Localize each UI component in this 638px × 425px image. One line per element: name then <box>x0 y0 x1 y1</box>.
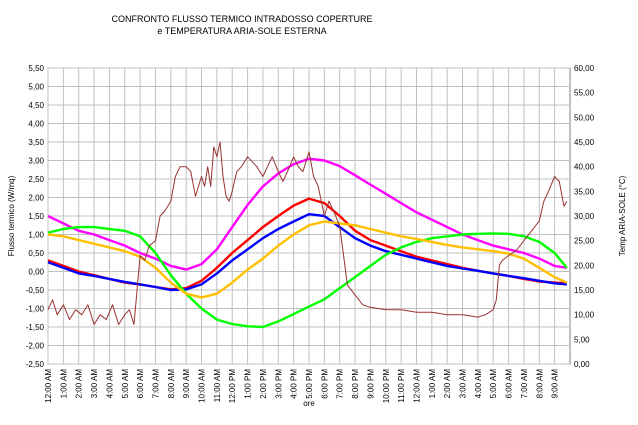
x-tick-label: 12:00 AM <box>44 369 53 403</box>
x-tick-label: 9:00 PM <box>366 369 375 399</box>
right-axis-label: Temp ARIA-SOLE (°C) <box>618 175 627 256</box>
x-tick-label: 3:00 AM <box>459 369 468 399</box>
series-layer <box>47 141 568 329</box>
left-tick-label: 0,50 <box>28 249 44 258</box>
x-tick-label: 2:00 AM <box>443 369 452 399</box>
x-tick-label: 1:00 PM <box>244 369 253 399</box>
left-tick-label: -1,50 <box>26 323 45 332</box>
x-tick-label: 4:00 AM <box>474 369 483 399</box>
x-tick-label: 9:00 AM <box>551 369 560 399</box>
series-line-3 <box>47 225 568 329</box>
left-axis-label: Flusso termico (W/mq) <box>7 175 16 256</box>
left-tick-label: -0,50 <box>26 286 45 295</box>
x-tick-label: 3:00 PM <box>274 369 283 399</box>
right-tick-label: 30,00 <box>574 212 595 221</box>
right-tick-label: 55,00 <box>574 89 595 98</box>
left-tick-label: 4,00 <box>28 120 44 129</box>
right-tick-label: 40,00 <box>574 163 595 172</box>
series-line-5 <box>47 141 568 325</box>
x-tick-label: 7:00 AM <box>151 369 160 399</box>
right-tick-label: 20,00 <box>574 261 595 270</box>
left-tick-label: 1,00 <box>28 231 44 240</box>
x-tick-label: 10:00 AM <box>198 369 207 403</box>
right-tick-label: 10,00 <box>574 311 595 320</box>
x-tick-label: 12:00 AM <box>412 369 421 403</box>
left-tick-label: 5,00 <box>28 83 44 92</box>
x-tick-label: 5:00 AM <box>489 369 498 399</box>
right-tick-label: 60,00 <box>574 64 595 73</box>
right-tick-label: 35,00 <box>574 187 595 196</box>
series-line-0 <box>47 157 568 271</box>
x-tick-label: 7:00 PM <box>336 369 345 399</box>
x-tick-label: 2:00 PM <box>259 369 268 399</box>
x-tick-label: 4:00 PM <box>290 369 299 399</box>
x-tick-label: 6:00 AM <box>136 369 145 399</box>
right-tick-label: 5,00 <box>574 335 590 344</box>
right-tick-label: 25,00 <box>574 237 595 246</box>
x-tick-label: 6:00 AM <box>505 369 514 399</box>
left-tick-label: 3,00 <box>28 157 44 166</box>
left-tick-label: 2,00 <box>28 194 44 203</box>
left-tick-label: 5,50 <box>28 64 44 73</box>
x-tick-label: 9:00 AM <box>182 369 191 399</box>
right-tick-label: 15,00 <box>574 286 595 295</box>
left-tick-label: 3,50 <box>28 138 44 147</box>
x-axis-label: ore <box>303 399 315 408</box>
x-tick-label: 5:00 AM <box>121 369 130 399</box>
left-tick-label: 4,50 <box>28 101 44 110</box>
chart-title-line-2: e TEMPERATURA ARIA-SOLE ESTERNA <box>157 26 326 36</box>
x-tick-label: 8:00 AM <box>535 369 544 399</box>
x-axis-ticks: 12:00 AM 1:00 AM 2:00 AM 3:00 AM 4:00 AM 5:00… <box>44 369 560 404</box>
x-tick-label: 8:00 AM <box>167 369 176 399</box>
x-tick-label: 6:00 PM <box>320 369 329 399</box>
x-tick-label: 1:00 AM <box>59 369 68 399</box>
x-tick-label: 1:00 AM <box>428 369 437 399</box>
left-tick-label: 1,50 <box>28 212 44 221</box>
x-tick-label: 10:00 PM <box>382 369 391 404</box>
x-tick-label: 11:00 PM <box>397 369 406 403</box>
x-tick-label: 4:00 AM <box>105 369 114 399</box>
left-tick-label: -1,00 <box>26 305 45 314</box>
x-tick-label: 12:00 PM <box>228 369 237 404</box>
x-tick-label: 2:00 AM <box>75 369 84 399</box>
chart-title-line-1: CONFRONTO FLUSSO TERMICO INTRADOSSO COPE… <box>111 14 372 24</box>
x-tick-label: 7:00 AM <box>520 369 529 399</box>
right-tick-label: 50,00 <box>574 113 595 122</box>
vertical-gridlines <box>47 68 556 364</box>
left-axis-ticks: 5,50 5,00 4,50 4,00 3,50 3,00 2,50 2,00 1,50 1,00… <box>26 64 45 369</box>
left-tick-label: 0,00 <box>28 268 44 277</box>
series-line-2 <box>47 212 568 292</box>
x-tick-label: 3:00 AM <box>90 369 99 399</box>
right-tick-label: 45,00 <box>574 138 595 147</box>
left-tick-label: 2,50 <box>28 175 44 184</box>
x-tick-label: 5:00 PM <box>305 369 314 399</box>
left-tick-label: -2,00 <box>26 342 45 351</box>
right-axis-ticks: 60,00 55,00 50,00 45,00 40,00 35,00 30,00 25,00… <box>574 64 595 369</box>
right-tick-label: 0,00 <box>574 360 590 369</box>
x-tick-label: 8:00 PM <box>351 369 360 399</box>
chart-title: CONFRONTO FLUSSO TERMICO INTRADOSSO COPE… <box>111 14 372 36</box>
left-tick-label: -2,50 <box>26 360 45 369</box>
series-line-4 <box>47 220 568 299</box>
x-tick-label: 11:00 AM <box>213 369 222 403</box>
